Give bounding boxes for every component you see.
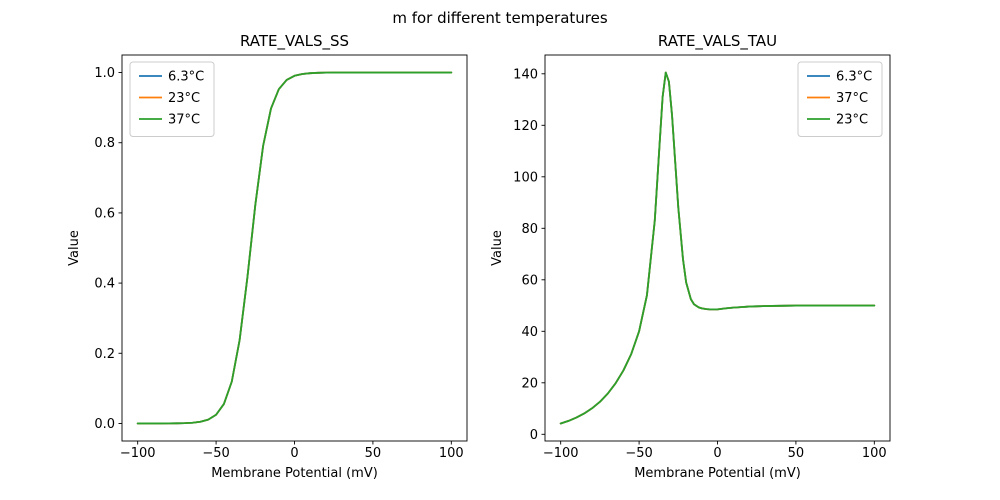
subplot-title: RATE_VALS_SS	[240, 32, 349, 51]
y-axis-label: Value	[490, 230, 505, 266]
series-line-2	[136, 71, 453, 425]
x-tick-label: 0	[713, 446, 721, 461]
rate-vals-tau-chart: −100 −50 0 50 100 0 20 40 60 80 100 120 140 RATE_VALS…	[490, 32, 891, 481]
x-tick-label: −100	[543, 446, 579, 461]
y-axis-label: Value	[67, 230, 82, 266]
subplot-title: RATE_VALS_TAU	[658, 32, 777, 51]
legend-label: 23°C	[836, 113, 868, 128]
legend-box	[129, 61, 215, 137]
y-tick-label: 1.0	[94, 66, 115, 81]
x-tick-label: −50	[202, 446, 229, 461]
y-tick-label: 140	[513, 67, 538, 82]
y-tick-label: 0.2	[94, 347, 115, 362]
legend-label: 6.3°C	[168, 70, 204, 85]
x-tick-label: 100	[439, 446, 464, 461]
x-tick-label: −100	[120, 446, 156, 461]
y-tick-label: 100	[513, 170, 538, 185]
legend-box	[797, 61, 883, 137]
y-tick-label: 40	[521, 325, 538, 340]
legend-label: 6.3°C	[836, 70, 872, 85]
x-tick-label: 50	[788, 446, 805, 461]
rate-vals-ss-chart: −100 −50 0 50 100 0.0 0.2 0.4 0.6 0.8 1.0 RATE_VALS…	[67, 32, 468, 481]
y-tick-label: 0.8	[94, 136, 115, 151]
y-tick-label: 120	[513, 119, 538, 134]
x-axis-label: Membrane Potential (mV)	[211, 466, 378, 481]
y-tick-label: 0	[530, 428, 538, 443]
series-line-2	[559, 71, 876, 425]
y-tick-label: 0.0	[94, 417, 115, 432]
y-tick-label: 0.6	[94, 206, 115, 221]
x-tick-label: 0	[290, 446, 298, 461]
y-tick-label: 60	[521, 273, 538, 288]
y-tick-label: 20	[521, 376, 538, 391]
legend-label: 23°C	[168, 91, 200, 106]
x-tick-label: 50	[365, 446, 382, 461]
y-tick-label: 80	[521, 222, 538, 237]
x-tick-label: 100	[862, 446, 887, 461]
y-tick-label: 0.4	[94, 277, 115, 292]
legend-label: 37°C	[168, 113, 200, 128]
x-tick-label: −50	[625, 446, 652, 461]
figure-title: m for different temperatures	[392, 9, 608, 27]
x-axis-label: Membrane Potential (mV)	[634, 466, 801, 481]
legend-label: 37°C	[836, 91, 868, 106]
